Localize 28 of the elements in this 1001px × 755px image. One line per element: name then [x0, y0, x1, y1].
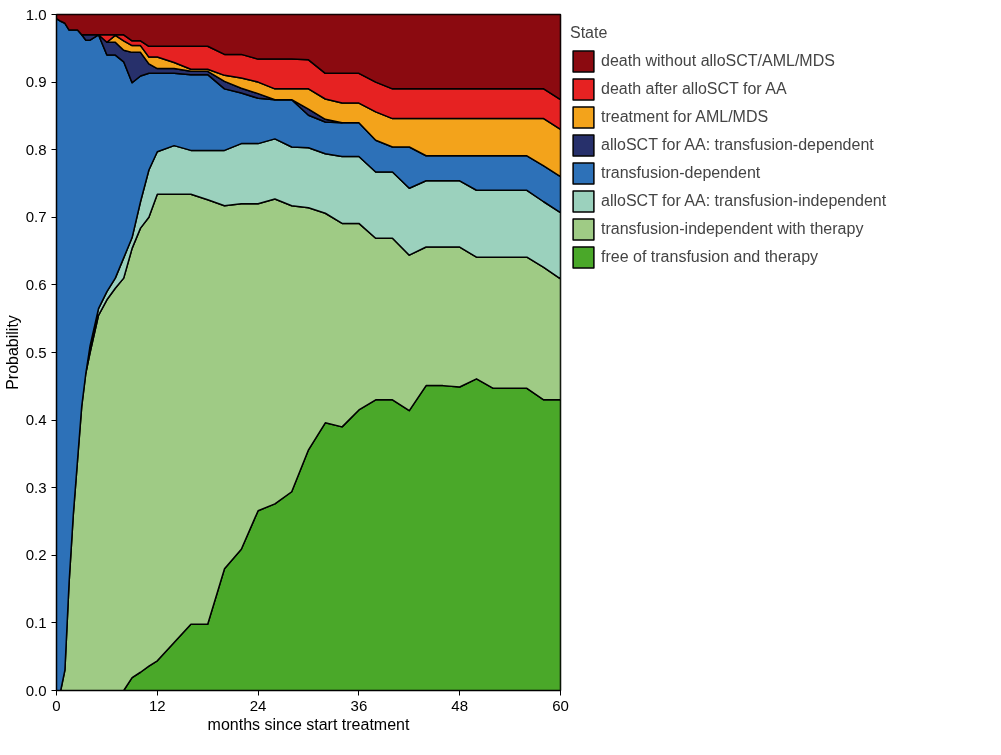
x-tick-label: 24	[249, 696, 267, 714]
y-tick-label: 0.6	[25, 275, 47, 293]
x-tick-label: 36	[350, 696, 368, 714]
y-tick-label: 0.9	[25, 73, 47, 91]
legend-label: alloSCT for AA: transfusion-independent	[601, 191, 887, 211]
legend-label: free of transfusion and therapy	[601, 247, 819, 267]
legend-label: death after alloSCT for AA	[601, 79, 787, 99]
y-tick-label: 0.1	[25, 613, 47, 631]
y-tick-label: 0.5	[25, 343, 47, 361]
y-tick-label: 1.0	[25, 5, 47, 23]
legend-title: State	[570, 24, 609, 42]
y-tick-label: 0.4	[25, 411, 47, 429]
y-axis-title: Probability	[3, 315, 21, 390]
legend-label: transfusion-independent with therapy	[601, 219, 864, 239]
legend-label: treatment for AML/MDS	[601, 107, 769, 127]
y-tick-label: 0.8	[25, 140, 47, 158]
y-tick-label: 0.7	[25, 208, 47, 226]
legend-label: transfusion-dependent	[601, 163, 761, 183]
x-tick-label: 12	[148, 696, 166, 714]
legend-label: death without alloSCT/AML/MDS	[601, 51, 835, 71]
y-tick-label: 0.0	[25, 681, 47, 699]
x-axis-title: months since start treatment	[207, 715, 410, 733]
x-tick-label: 0	[52, 696, 61, 714]
y-tick-label: 0.3	[25, 478, 47, 496]
y-tick-label: 0.2	[25, 546, 47, 564]
legend-label: alloSCT for AA: transfusion-dependent	[601, 135, 874, 155]
x-tick-label: 60	[552, 696, 569, 714]
x-tick-label: 48	[451, 696, 469, 714]
